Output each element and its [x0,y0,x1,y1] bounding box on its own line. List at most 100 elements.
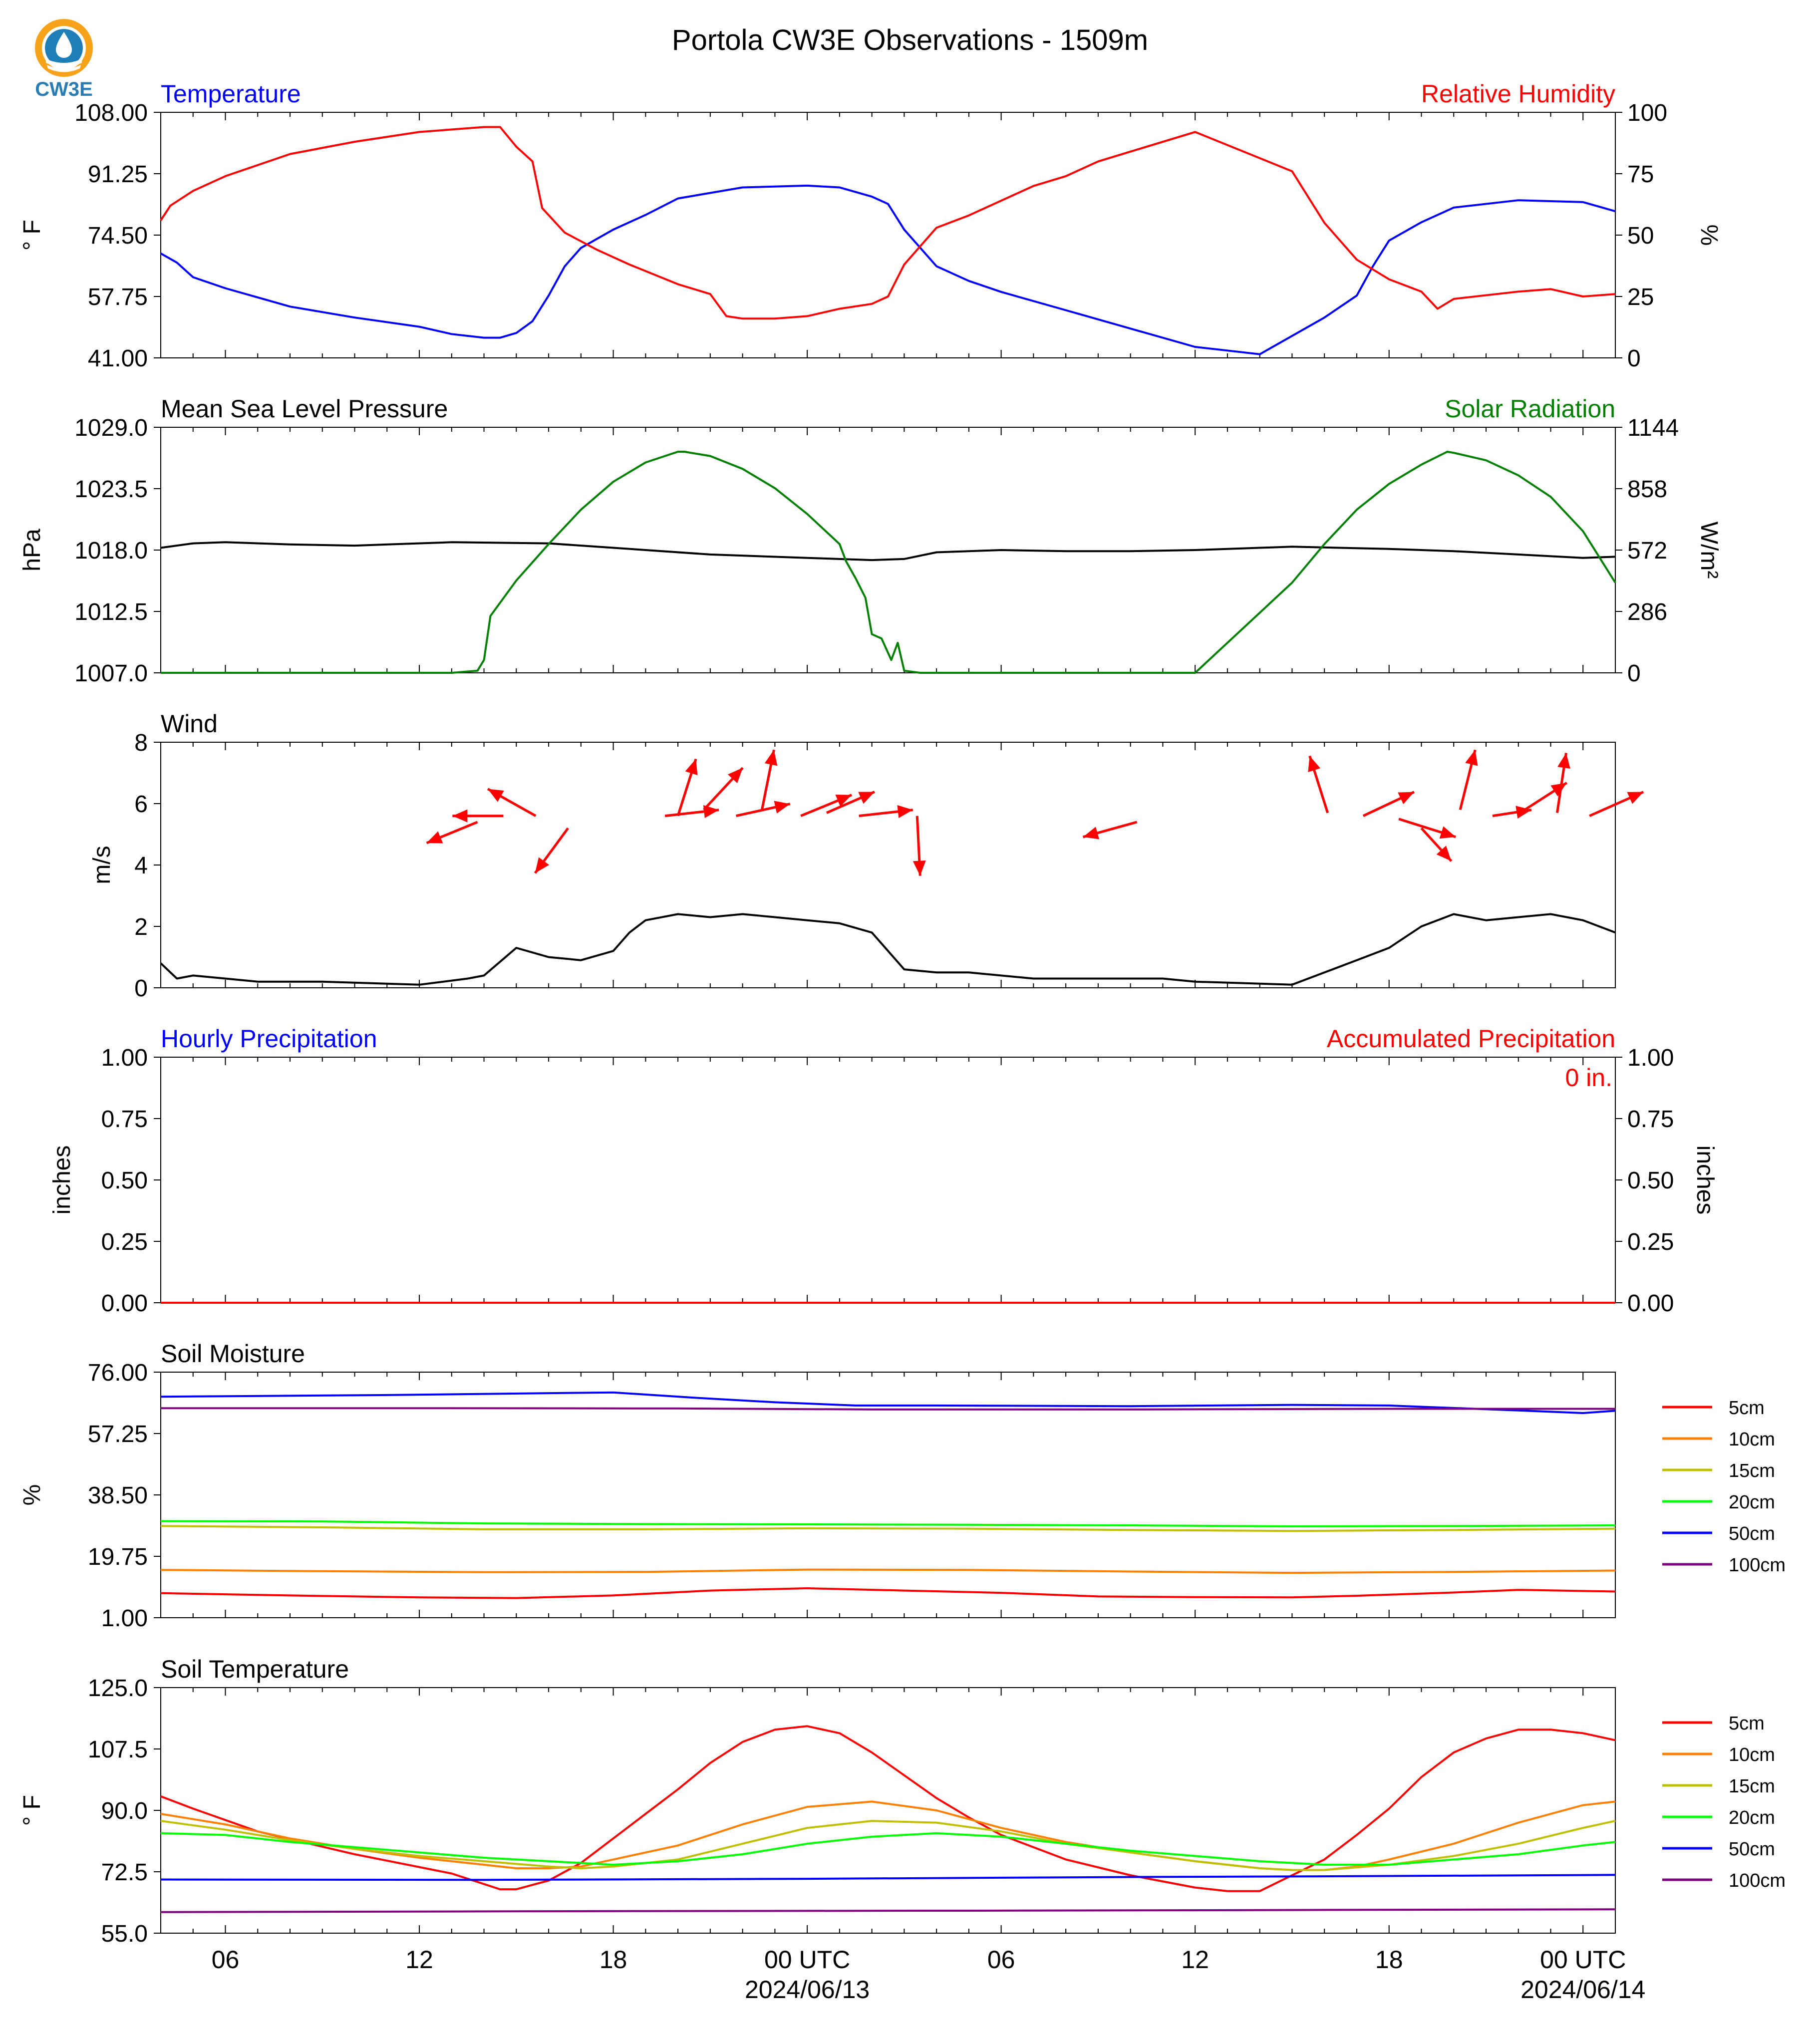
panel-title-right: Relative Humidity [1421,80,1615,108]
series-line-5cm [160,1725,1616,1892]
y-tick-label-left: 107.5 [88,1737,148,1763]
legend-label: 15cm [1729,1460,1775,1481]
y-tick-label-left: 74.50 [88,223,148,249]
panel-title-left: Hourly Precipitation [161,1025,377,1053]
x-tick-date: 2024/06/13 [745,1976,870,2004]
wind-arrow-head [1627,792,1644,804]
y-tick-label-left: 1029.0 [74,415,148,441]
y-tick-label-right: 0.50 [1627,1167,1674,1194]
y-tick-label-left: 2 [134,914,148,940]
panel-title-left: Soil Moisture [161,1340,305,1368]
y-tick-label-left: 90.0 [101,1798,148,1824]
series-line-relative-humidity [160,126,1616,320]
y-axis-label-right: % [1696,225,1722,246]
y-tick-label-left: 72.5 [101,1859,148,1886]
panel-6: 55.0 72.5 90.0 107.5 125.0 Soil Temperature ° … [19,1655,1786,1947]
legend-label: 100cm [1729,1870,1786,1891]
y-tick-label-left: 1023.5 [74,476,148,503]
panel-title-left: Wind [161,710,218,738]
panel-1: 41.00 57.75 74.50 91.25 108.00 0 25 50 75 100 Temp… [19,80,1722,372]
x-tick-label: 00 UTC [1540,1946,1626,1974]
y-tick-label-left: 108.00 [74,100,148,126]
wind-arrow-head [858,792,875,804]
legend-label: 20cm [1729,1807,1775,1828]
y-tick-label-left: 8 [134,730,148,756]
y-tick-label-right: 50 [1627,223,1654,249]
y-tick-label-left: 1018.0 [74,538,148,564]
y-axis-label-left: m/s [89,846,115,884]
y-axis-label-left: hPa [19,529,45,572]
x-tick-label: 06 [987,1946,1015,1974]
panel-2: 1007.0 1012.5 1018.0 1023.5 1029.0 0 286 572 858… [19,395,1722,687]
y-axis-label-left: ° F [19,220,45,251]
x-tick-label: 12 [1181,1946,1209,1974]
legend-label: 5cm [1729,1398,1765,1419]
x-tick-label: 18 [600,1946,627,1974]
wind-arrow-head [1465,750,1478,766]
series-line-wind-speed [160,913,1616,986]
legend-label: 10cm [1729,1429,1775,1450]
panel-title-left: Soil Temperature [161,1655,349,1683]
wind-arrow-head [1083,827,1100,840]
series-line-10cm [160,1800,1616,1871]
y-tick-label-right: 1144 [1627,415,1679,441]
logo-icon: CW3E [35,19,93,100]
chart-title: Portola CW3E Observations - 1509m [672,24,1148,56]
wind-arrow-head [897,805,913,818]
y-tick-label-left: 38.50 [88,1482,148,1509]
panel-title-left: Temperature [161,80,301,108]
legend-label: 20cm [1729,1492,1775,1513]
legend-label: 5cm [1729,1713,1765,1734]
wind-arrow-head [452,809,468,823]
wind-arrow-head [703,805,719,818]
series-line-5cm [160,1587,1616,1599]
legend-label: 15cm [1729,1776,1775,1797]
y-tick-label-right: 0 [1627,660,1641,687]
wind-arrow-head [1439,826,1456,839]
chart-panels: 41.0057.7574.5091.25108.000255075100Temp… [19,80,1786,1947]
y-tick-label-left: 1007.0 [74,660,148,687]
wind-arrow-head [1398,792,1414,805]
y-tick-label-left: 0.50 [101,1167,148,1194]
series-line-100cm [161,1407,1615,1411]
panel-title-right: Accumulated Precipitation [1327,1025,1615,1053]
wind-arrow-head [535,857,550,873]
panel-3: 0 2 4 6 8 Wind m/s [89,710,1644,1002]
wind-arrow-head [1550,783,1567,797]
x-tick-label: 00 UTC [764,1946,850,1974]
wind-arrow-head [835,795,852,807]
series-line-20cm [160,1520,1616,1527]
series-line-50cm [160,1874,1616,1881]
series-line-20cm [160,1832,1616,1866]
y-tick-label-left: 125.0 [88,1675,148,1702]
y-tick-label-right: 286 [1627,599,1667,625]
legend-label: 10cm [1729,1744,1775,1765]
y-axis-label-left: % [19,1484,45,1506]
panel-4: 0.00 0.25 0.50 0.75 1.00 0.00 0.25 0.50 0.75 1.00… [49,1025,1718,1317]
y-tick-label-left: 55.0 [101,1921,148,1947]
series-line-solar-radiation [161,451,1616,674]
series-line-mean-sea-level-pressure [160,541,1616,562]
y-tick-label-left: 1.00 [101,1045,148,1071]
y-tick-label-left: 91.25 [88,161,148,188]
y-tick-label-right: 1.00 [1627,1045,1674,1071]
wind-arrow-head [685,759,698,776]
y-tick-label-left: 1012.5 [74,599,148,625]
y-tick-label-right: 572 [1627,538,1667,564]
series-line-100cm [160,1908,1616,1913]
x-tick-date: 2024/06/14 [1520,1976,1645,2004]
legend-label: 100cm [1729,1555,1786,1576]
x-tick-label: 18 [1375,1946,1403,1974]
legend-label: 50cm [1729,1523,1775,1544]
y-tick-label-right: 75 [1627,161,1654,188]
wind-arrow-head [1308,756,1321,772]
x-tick-label: 06 [212,1946,240,1974]
wind-arrow-head [727,768,743,784]
wind-arrow-head [764,750,778,766]
logo-text: CW3E [35,78,93,100]
panel-title-left: Mean Sea Level Pressure [161,395,448,423]
wind-arrow-head [774,801,790,814]
series-line-temperature [160,184,1616,355]
